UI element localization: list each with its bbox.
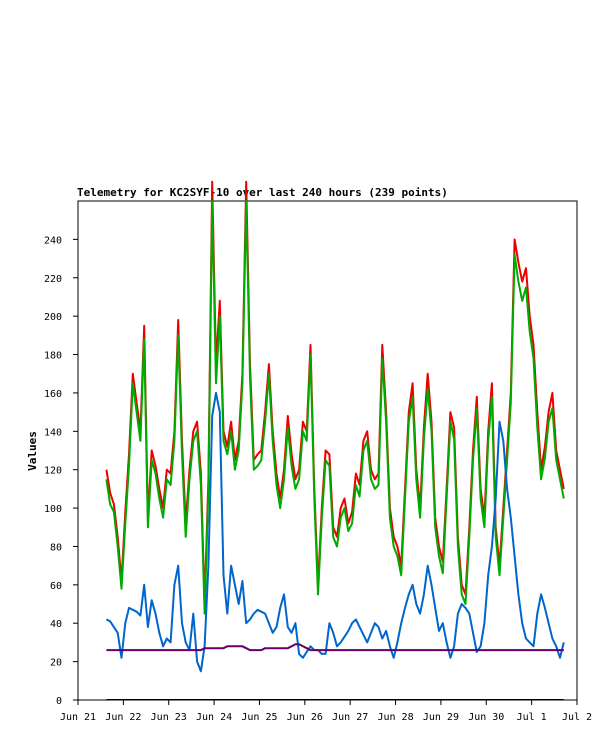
x-tick-label: Jun 25 (241, 712, 277, 723)
y-tick-label: 100 (44, 504, 62, 515)
x-tick-label: Jun 30 (468, 712, 504, 723)
y-tick-label: 140 (44, 427, 62, 438)
x-tick-label: Jun 27 (332, 712, 368, 723)
y-tick-label: 220 (44, 274, 62, 285)
x-tick-label: Jul 1 (517, 712, 547, 723)
series-layer (105, 180, 565, 700)
x-tick-label: Jun 24 (196, 712, 232, 723)
y-tick-label: 80 (50, 542, 62, 553)
x-tick-label: Jun 29 (423, 712, 459, 723)
y-tick-label: 60 (50, 581, 62, 592)
y-tick-label: 0 (56, 696, 62, 707)
y-tick-label: 40 (50, 619, 62, 630)
y-tick-label: 200 (44, 312, 62, 323)
series-line-2 (105, 391, 565, 673)
x-tick-label: Jun 23 (151, 712, 187, 723)
y-axis-label: Values (26, 431, 39, 471)
chart-title: Telemetry for KC2SYF-10 over last 240 ho… (77, 186, 448, 199)
y-tick-label: 180 (44, 351, 62, 362)
y-tick-label: 120 (44, 466, 62, 477)
y-tick-label: 20 (50, 658, 62, 669)
x-tick-label: Jun 22 (105, 712, 141, 723)
x-tick-label: Jun 21 (60, 712, 96, 723)
x-tick-label: Jul 2 (562, 712, 592, 723)
y-tick-label: 160 (44, 389, 62, 400)
plot-frame (77, 200, 578, 701)
x-tick-label: Jun 28 (377, 712, 413, 723)
y-axis: 0 20 40 60 80 100 120 140 160 180 200 220 240 (44, 235, 78, 707)
x-tick-label: Jun 26 (287, 712, 323, 723)
series-line-1 (105, 200, 565, 615)
x-axis: Jun 21 Jun 22 Jun 23 Jun 24 Jun 25 Jun 26 Jun … (60, 700, 592, 723)
y-tick-label: 240 (44, 235, 62, 246)
series-line-3 (106, 643, 564, 652)
